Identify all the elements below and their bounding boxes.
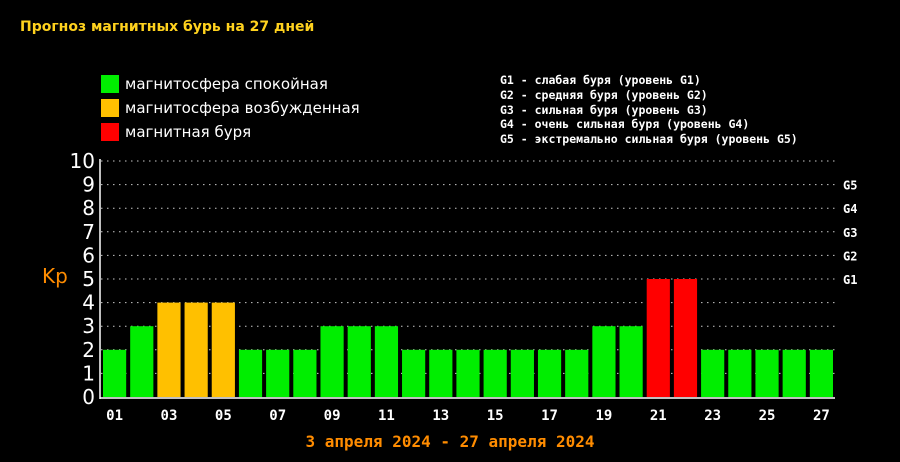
x-tick-label-01: 01 (106, 408, 123, 424)
bar-day-02 (130, 326, 154, 397)
bar-day-09 (320, 326, 344, 397)
legend-swatch-quiet (101, 75, 119, 93)
right-tick-label-g1: G1 (843, 273, 857, 287)
storm-level-g1: G1 - слабая буря (уровень G1) (500, 73, 701, 87)
bar-day-05 (211, 302, 235, 397)
y-tick-label-4: 4 (82, 291, 95, 315)
bar-day-15 (483, 349, 507, 397)
bar-day-12 (402, 349, 426, 397)
right-tick-label-g2: G2 (843, 249, 857, 263)
legend-swatch-storm (101, 123, 119, 141)
chart-title: Прогноз магнитных бурь на 27 дней (20, 19, 315, 35)
x-tick-label-25: 25 (759, 408, 776, 424)
bar-day-24 (728, 349, 752, 397)
x-tick-label-19: 19 (595, 408, 612, 424)
legend-swatch-active (101, 99, 119, 117)
bar-day-10 (347, 326, 371, 397)
x-tick-label-13: 13 (432, 408, 449, 424)
bar-day-03 (157, 302, 181, 397)
bar-day-19 (592, 326, 616, 397)
storm-level-g3: G3 - сильная буря (уровень G3) (500, 102, 708, 117)
storm-level-g5: G5 - экстремально сильная буря (уровень … (500, 132, 798, 147)
legend-label-storm: магнитная буря (125, 123, 252, 141)
bar-day-23 (701, 349, 725, 397)
storm-level-g2: G2 - средняя буря (уровень G2) (500, 87, 708, 102)
bar-day-25 (755, 349, 779, 397)
y-tick-label-7: 7 (82, 220, 95, 244)
y-tick-label-5: 5 (82, 267, 95, 291)
bar-day-11 (374, 326, 399, 397)
x-tick-label-07: 07 (269, 408, 286, 424)
y-tick-label-8: 8 (82, 196, 95, 220)
bar-day-18 (565, 349, 589, 397)
x-tick-label-21: 21 (650, 408, 667, 424)
x-tick-label-15: 15 (487, 408, 504, 424)
storm-level-g4: G4 - очень сильная буря (уровень G4) (500, 117, 750, 132)
legend: магнитосфера спокойная магнитосфера возб… (101, 72, 360, 144)
legend-item-active: магнитосфера возбужденная (101, 96, 360, 120)
right-tick-label-g5: G5 (843, 179, 857, 193)
y-tick-label-9: 9 (82, 173, 95, 197)
bar-day-26 (782, 349, 806, 397)
x-tick-label-03: 03 (161, 408, 178, 424)
bar-day-07 (266, 349, 290, 397)
bar-day-27 (809, 349, 833, 397)
y-tick-label-3: 3 (82, 314, 95, 338)
y-tick-label-6: 6 (82, 243, 95, 267)
x-tick-label-09: 09 (324, 408, 341, 424)
bar-day-06 (238, 349, 263, 397)
right-tick-label-g3: G3 (843, 226, 857, 240)
bar-day-04 (184, 302, 208, 397)
y-tick-label-0: 0 (82, 385, 95, 409)
legend-label-quiet: магнитосфера спокойная (125, 75, 328, 93)
bar-day-13 (429, 349, 453, 397)
bar-day-21 (646, 279, 670, 397)
storm-levels-list: G1 - слабая буря (уровень G1) G2 - средн… (500, 73, 798, 147)
legend-item-quiet: магнитосфера спокойная (101, 72, 360, 96)
x-tick-label-05: 05 (215, 408, 232, 424)
bar-day-08 (293, 349, 317, 397)
bar-day-20 (619, 326, 643, 397)
x-tick-label-23: 23 (704, 408, 721, 424)
bar-day-16 (510, 349, 534, 397)
bar-day-14 (456, 349, 480, 397)
x-tick-label-11: 11 (378, 408, 395, 424)
x-axis-label: 3 апреля 2024 - 27 апреля 2024 (305, 432, 595, 451)
y-tick-label-2: 2 (82, 338, 95, 362)
right-tick-label-g4: G4 (843, 202, 857, 216)
y-axis-label: Kp (42, 264, 68, 288)
y-tick-label-1: 1 (82, 361, 95, 385)
x-tick-label-17: 17 (541, 408, 558, 424)
legend-item-storm: магнитная буря (101, 120, 360, 144)
legend-label-active: магнитосфера возбужденная (125, 99, 360, 117)
bar-day-17 (537, 349, 562, 397)
bar-day-01 (103, 349, 127, 397)
x-tick-label-27: 27 (813, 408, 830, 424)
bar-day-22 (673, 279, 698, 397)
y-tick-label-10: 10 (70, 149, 95, 173)
